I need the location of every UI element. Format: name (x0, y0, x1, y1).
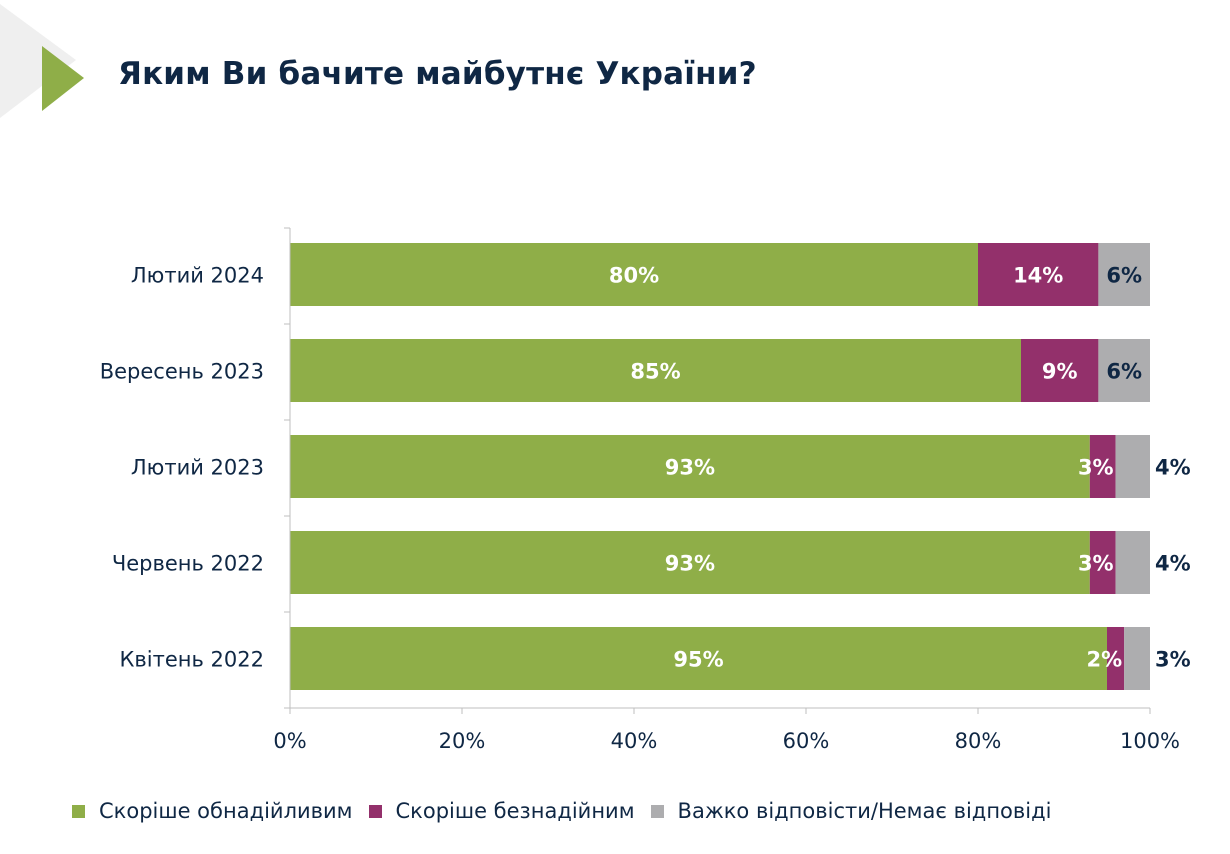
data-label: 14% (1013, 264, 1063, 288)
bar-segment (290, 627, 1107, 690)
bar-segment (1115, 531, 1150, 594)
stacked-bar-chart: 80% 14% 6% Лютий 2024 85% 9% 6% Вересень 2023 93… (100, 227, 1191, 753)
bar-segment (1021, 339, 1099, 402)
bar-segment (978, 243, 1099, 306)
legend-item-hopeless: Скоріше безнадійним (368, 799, 635, 823)
x-tick-label: 40% (611, 729, 658, 753)
bar-segment (1089, 435, 1116, 498)
data-label: 95% (673, 648, 723, 672)
bar-segment (290, 339, 1021, 402)
bar-segment (1089, 531, 1116, 594)
legend-label: Важко відповісти/Немає відповіді (677, 799, 1052, 823)
legend-swatch (650, 804, 664, 818)
legend: Скоріше обнадійливим Скоріше безнадійним… (72, 799, 1067, 823)
data-label: 4% (1155, 456, 1191, 480)
data-label: 4% (1155, 552, 1191, 576)
category-label: Червень 2022 (112, 552, 264, 576)
data-label: 6% (1106, 360, 1142, 384)
bar-segment (1115, 435, 1150, 498)
data-label: 3% (1155, 648, 1191, 672)
x-tick-label: 0% (273, 729, 306, 753)
x-tick-label: 100% (1120, 729, 1180, 753)
bar-segment (1098, 339, 1150, 402)
data-label: 2% (1087, 648, 1123, 672)
legend-item-no-answer: Важко відповісти/Немає відповіді (650, 799, 1052, 823)
bar-segment (1098, 243, 1150, 306)
x-tick-label: 60% (783, 729, 830, 753)
page-title: Яким Ви бачите майбутнє України? (118, 56, 757, 92)
category-label: Квітень 2022 (120, 648, 265, 672)
category-label: Лютий 2023 (131, 456, 264, 480)
bar-segment (290, 243, 978, 306)
data-label: 85% (630, 360, 680, 384)
legend-label: Скоріше обнадійливим (99, 799, 353, 823)
legend-swatch (72, 804, 85, 818)
data-label: 3% (1078, 456, 1114, 480)
category-label: Лютий 2024 (131, 264, 264, 288)
bar-segment (290, 531, 1090, 594)
legend-swatch (368, 804, 382, 818)
data-label: 6% (1106, 264, 1142, 288)
category-label: Вересень 2023 (100, 360, 264, 384)
decorative-arrow (0, 4, 84, 118)
data-label: 80% (609, 264, 659, 288)
legend-label: Скоріше безнадійним (395, 799, 635, 823)
data-label: 93% (665, 456, 715, 480)
bar-segment (1107, 627, 1125, 690)
legend-item-hopeful: Скоріше обнадійливим (72, 799, 353, 823)
data-label: 93% (665, 552, 715, 576)
data-label: 9% (1042, 360, 1078, 384)
play-arrow-icon (42, 46, 84, 111)
bar-segment (1124, 627, 1150, 690)
data-label: 3% (1078, 552, 1114, 576)
x-tick-label: 80% (955, 729, 1002, 753)
bar-segment (290, 435, 1090, 498)
arrow-shadow-icon (0, 4, 76, 118)
x-tick-label: 20% (439, 729, 486, 753)
